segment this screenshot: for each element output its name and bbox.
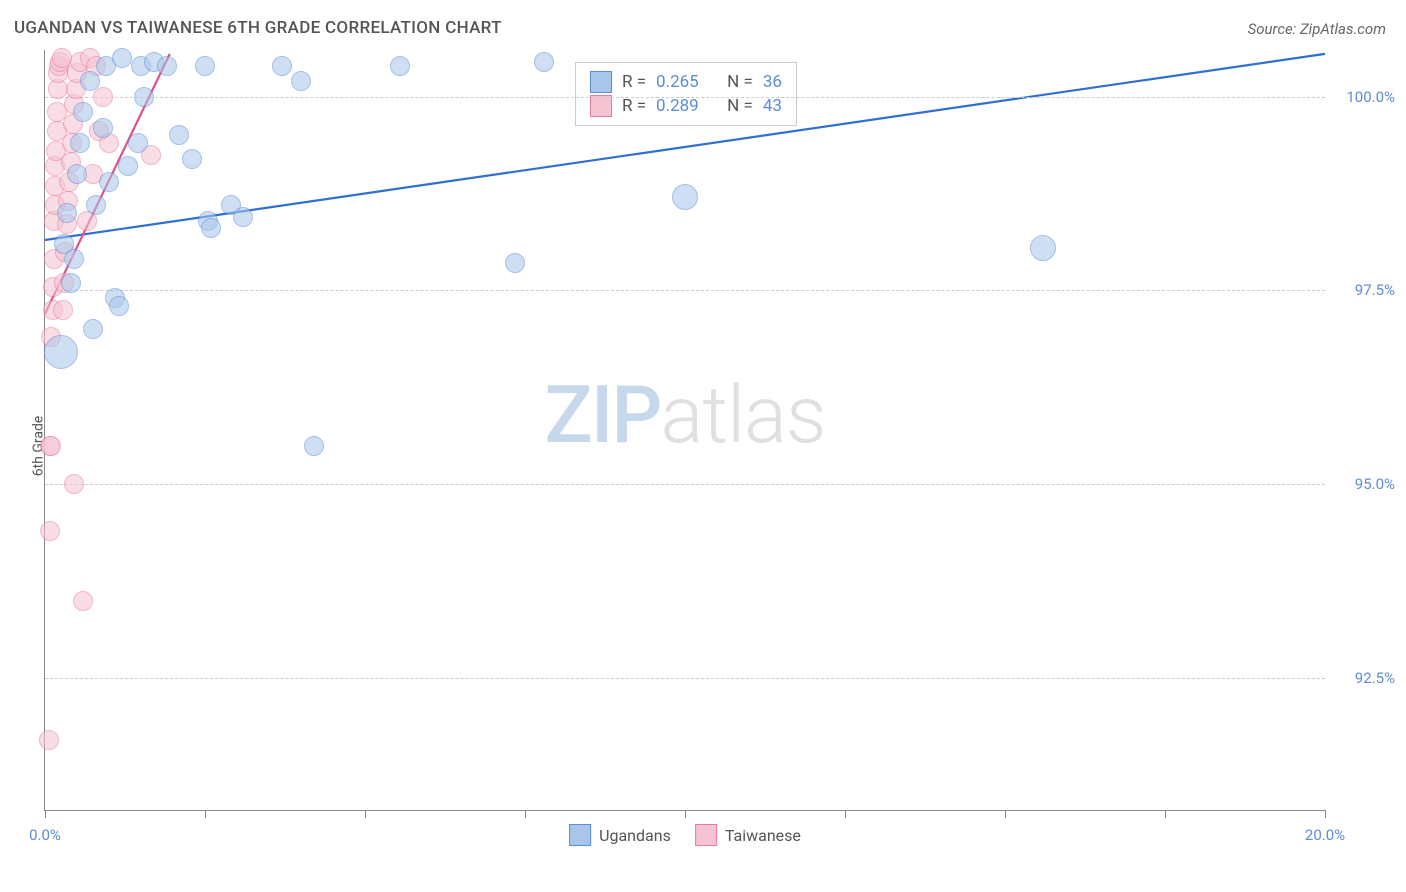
stats-row-ugandans: R = 0.265 N = 36 xyxy=(590,71,782,93)
gridline xyxy=(45,290,1325,291)
data-point-ugandans xyxy=(83,319,103,339)
data-point-ugandans xyxy=(291,71,311,91)
data-point-ugandans xyxy=(64,249,84,269)
data-point-ugandans xyxy=(505,253,525,273)
data-point-ugandans xyxy=(57,203,77,223)
r-value-taiwanese: 0.289 xyxy=(656,96,699,116)
source-attribution: Source: ZipAtlas.com xyxy=(1248,20,1386,38)
data-point-ugandans xyxy=(70,133,90,153)
x-tick xyxy=(685,810,686,818)
data-point-ugandans xyxy=(93,118,113,138)
swatch-taiwanese-icon xyxy=(590,95,612,117)
data-point-ugandans xyxy=(134,87,154,107)
data-point-taiwanese xyxy=(41,436,61,456)
x-tick xyxy=(525,810,526,818)
data-point-ugandans xyxy=(195,56,215,76)
y-tick-label: 95.0% xyxy=(1335,475,1395,493)
r-label: R = xyxy=(622,96,646,116)
data-point-ugandans xyxy=(109,296,129,316)
data-point-ugandans xyxy=(390,56,410,76)
data-point-ugandans xyxy=(112,48,132,68)
data-point-taiwanese xyxy=(39,730,59,750)
swatch-ugandans-icon xyxy=(590,71,612,93)
r-label: R = xyxy=(622,72,646,92)
stats-legend: R = 0.265 N = 36 R = 0.289 N = 43 xyxy=(575,62,797,126)
series-legend: Ugandans Taiwanese xyxy=(569,824,801,846)
data-point-taiwanese xyxy=(52,48,72,68)
gridline xyxy=(45,97,1325,98)
data-point-ugandans xyxy=(672,184,698,210)
x-tick xyxy=(205,810,206,818)
data-point-ugandans xyxy=(534,52,554,72)
n-label: N = xyxy=(727,96,753,116)
swatch-taiwanese-icon xyxy=(695,824,717,846)
data-point-ugandans xyxy=(80,71,100,91)
data-point-ugandans xyxy=(304,436,324,456)
data-point-ugandans xyxy=(118,156,138,176)
data-point-taiwanese xyxy=(93,87,113,107)
plot-area: ZIPatlas R = 0.265 N = 36 R = 0.289 N = … xyxy=(44,50,1325,811)
gridline xyxy=(45,678,1325,679)
trend-lines-layer xyxy=(45,50,1325,810)
n-value-ugandans: 36 xyxy=(763,72,782,92)
data-point-ugandans xyxy=(67,164,87,184)
gridline xyxy=(45,484,1325,485)
chart-container: UGANDAN VS TAIWANESE 6TH GRADE CORRELATI… xyxy=(0,0,1406,892)
data-point-taiwanese xyxy=(64,474,84,494)
data-point-ugandans xyxy=(169,125,189,145)
data-point-ugandans xyxy=(73,102,93,122)
data-point-ugandans xyxy=(157,56,177,76)
data-point-ugandans xyxy=(61,273,81,293)
chart-title: UGANDAN VS TAIWANESE 6TH GRADE CORRELATI… xyxy=(14,18,502,38)
watermark-zip: ZIP xyxy=(545,368,661,462)
x-tick xyxy=(365,810,366,818)
x-tick xyxy=(1325,810,1326,818)
y-tick-label: 92.5% xyxy=(1335,669,1395,687)
data-point-ugandans xyxy=(233,207,253,227)
data-point-ugandans xyxy=(44,335,78,369)
data-point-ugandans xyxy=(201,218,221,238)
n-value-taiwanese: 43 xyxy=(763,96,782,116)
data-point-ugandans xyxy=(1030,235,1056,261)
legend-label-taiwanese: Taiwanese xyxy=(725,826,801,845)
x-tick-label: 0.0% xyxy=(29,826,61,844)
watermark-atlas: atlas xyxy=(660,368,825,462)
data-point-ugandans xyxy=(86,195,106,215)
y-tick-label: 97.5% xyxy=(1335,281,1395,299)
swatch-ugandans-icon xyxy=(569,824,591,846)
legend-item-ugandans: Ugandans xyxy=(569,824,671,846)
data-point-ugandans xyxy=(182,149,202,169)
x-tick xyxy=(845,810,846,818)
watermark: ZIPatlas xyxy=(545,368,826,462)
y-tick-label: 100.0% xyxy=(1335,88,1395,106)
n-label: N = xyxy=(727,72,753,92)
x-tick xyxy=(1165,810,1166,818)
stats-row-taiwanese: R = 0.289 N = 43 xyxy=(590,95,782,117)
data-point-taiwanese xyxy=(40,521,60,541)
x-tick-label: 20.0% xyxy=(1305,826,1345,844)
data-point-ugandans xyxy=(99,172,119,192)
legend-item-taiwanese: Taiwanese xyxy=(695,824,801,846)
data-point-ugandans xyxy=(272,56,292,76)
x-tick xyxy=(45,810,46,818)
data-point-ugandans xyxy=(128,133,148,153)
x-tick xyxy=(1005,810,1006,818)
data-point-taiwanese xyxy=(53,300,73,320)
r-value-ugandans: 0.265 xyxy=(656,72,699,92)
data-point-taiwanese xyxy=(73,591,93,611)
legend-label-ugandans: Ugandans xyxy=(599,826,671,845)
